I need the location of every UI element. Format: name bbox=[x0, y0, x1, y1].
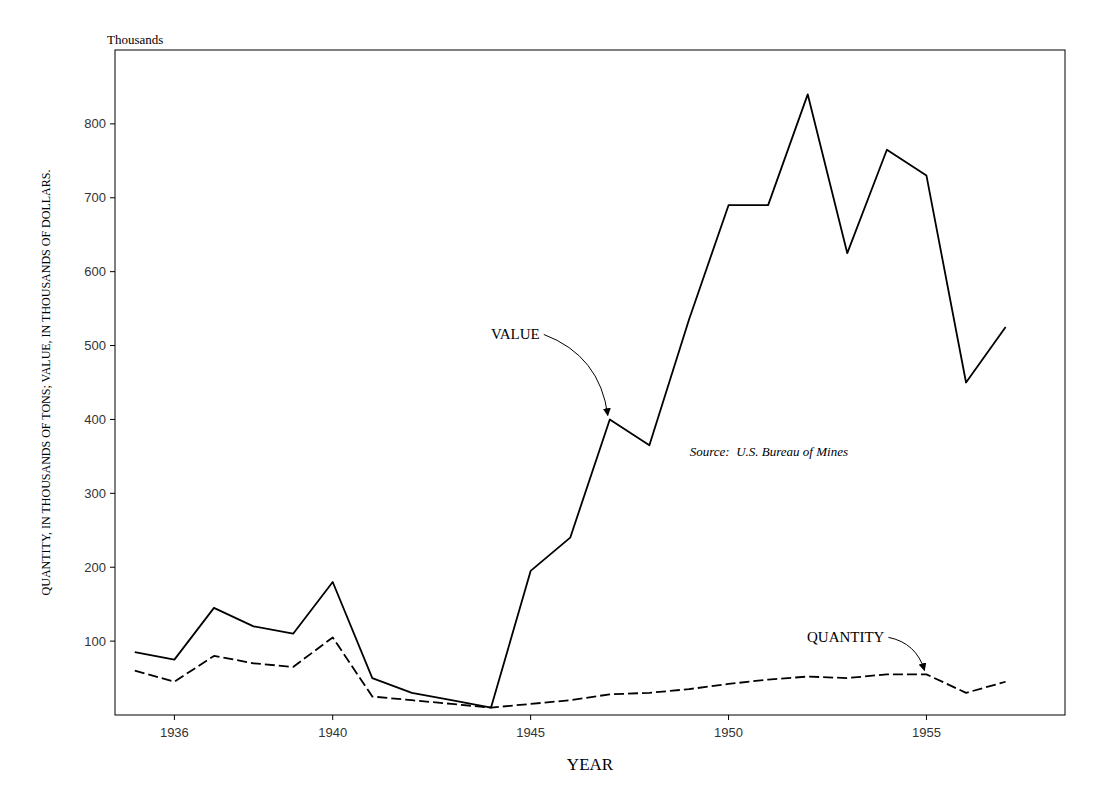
x-tick-label: 1955 bbox=[912, 725, 941, 740]
y-tick bbox=[110, 493, 115, 494]
series-label: QUANTITY bbox=[807, 629, 885, 645]
chart-svg: 1936 1940 1945 1950 1955 100 200 300 400 500 600 70… bbox=[0, 0, 1100, 800]
series-line bbox=[135, 94, 1006, 707]
y-tick bbox=[110, 271, 115, 272]
y-tick bbox=[110, 641, 115, 642]
y-tick bbox=[110, 419, 115, 420]
x-axis-label: YEAR bbox=[567, 755, 614, 774]
x-tick-label: 1945 bbox=[516, 725, 545, 740]
x-tick-label: 1936 bbox=[160, 725, 189, 740]
series-line bbox=[135, 637, 1006, 707]
source-note: Source: U.S. Bureau of Mines bbox=[690, 444, 848, 459]
annotation-arrow bbox=[888, 637, 924, 670]
x-tick bbox=[530, 715, 531, 720]
x-tick bbox=[926, 715, 927, 720]
series-label: VALUE bbox=[491, 326, 540, 342]
x-tick bbox=[174, 715, 175, 720]
x-tick-label: 1940 bbox=[318, 725, 347, 740]
background bbox=[0, 0, 1100, 800]
y-tick-label: 600 bbox=[84, 264, 106, 279]
y-tick-label: 700 bbox=[84, 190, 106, 205]
y-tick-label: 400 bbox=[84, 412, 106, 427]
y-tick-label: 800 bbox=[84, 116, 106, 131]
y-tick-label: 100 bbox=[84, 634, 106, 649]
x-tick bbox=[332, 715, 333, 720]
y-tick bbox=[110, 123, 115, 124]
x-tick-label: 1950 bbox=[714, 725, 743, 740]
plot-lines bbox=[135, 94, 1006, 707]
y-tick bbox=[110, 567, 115, 568]
y-tick-label: 300 bbox=[84, 486, 106, 501]
y-tick bbox=[110, 345, 115, 346]
x-tick bbox=[728, 715, 729, 720]
y-axis-label: QUANTITY, IN THOUSANDS OF TONS; VALUE, I… bbox=[39, 170, 53, 596]
unit-label: Thousands bbox=[107, 32, 163, 47]
y-tick bbox=[110, 197, 115, 198]
annotation-arrow bbox=[544, 334, 608, 415]
y-tick-label: 500 bbox=[84, 338, 106, 353]
plot-frame bbox=[115, 50, 1065, 715]
y-tick-label: 200 bbox=[84, 560, 106, 575]
